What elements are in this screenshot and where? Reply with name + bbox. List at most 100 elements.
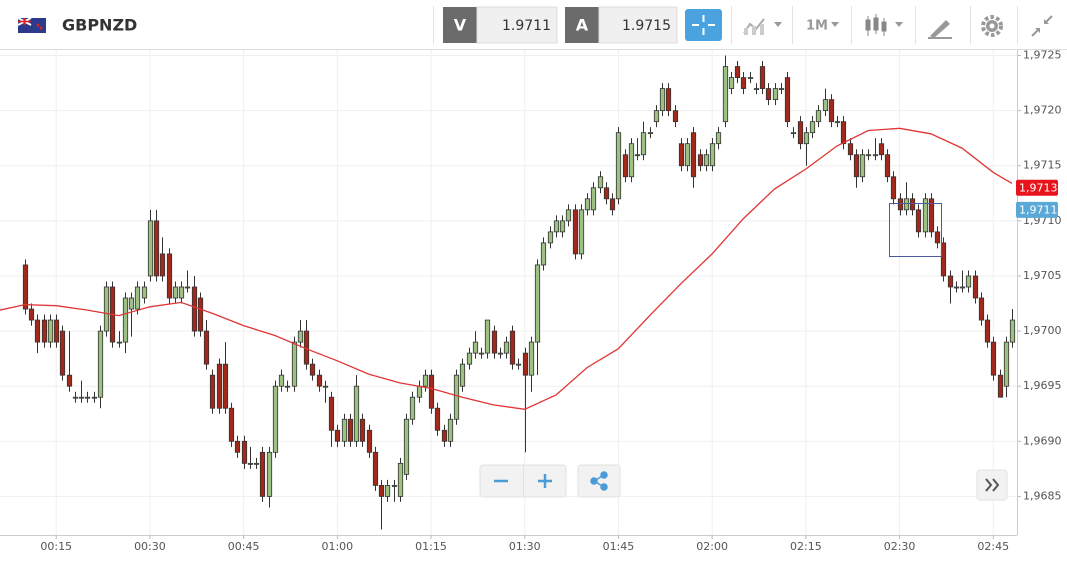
candle-body [959, 286, 966, 289]
candle-body [403, 418, 410, 475]
candle-body [72, 396, 79, 399]
candle-body [434, 407, 441, 431]
candle-body [447, 418, 454, 442]
x-tick-label: 02:30 [884, 540, 916, 553]
x-tick-label: 01:00 [321, 540, 353, 553]
share-button[interactable] [577, 464, 621, 498]
candle-body [378, 484, 385, 497]
draw-button[interactable] [928, 20, 952, 39]
candle-body [822, 99, 829, 112]
candle-body [384, 484, 391, 497]
candle-body [784, 77, 791, 123]
candle-body [353, 385, 360, 442]
candle-body [347, 418, 354, 442]
candle-body [59, 330, 66, 376]
candle-body [797, 121, 804, 145]
timeframe[interactable]: 1M [806, 19, 828, 34]
bid-box[interactable] [476, 6, 558, 44]
candle-body [259, 451, 266, 497]
symbol: GBPNZD [62, 16, 137, 35]
candle-body [965, 275, 972, 288]
candle-body [803, 132, 810, 145]
candle-body [840, 121, 847, 145]
candle-body [459, 363, 466, 387]
candle-body [91, 396, 98, 399]
candle-body [834, 121, 841, 124]
candle-body [284, 385, 291, 388]
candle-body [409, 396, 416, 420]
candle-body [559, 220, 566, 233]
candle-body [228, 407, 235, 442]
x-tick-label: 00:15 [40, 540, 72, 553]
candle-body [572, 209, 579, 255]
x-tick-label: 00:30 [134, 540, 166, 553]
candle-body [890, 176, 897, 200]
fullscreen-button[interactable] [1031, 15, 1053, 37]
candle-body [809, 121, 816, 134]
candle-body [703, 154, 710, 167]
x-tick-label: 02:45 [977, 540, 1009, 553]
candle-body [934, 231, 941, 244]
candle-body [672, 110, 679, 123]
candle-body [441, 429, 448, 442]
x-tick-label: 02:00 [696, 540, 728, 553]
indicator-button[interactable] [743, 18, 782, 35]
plot-area: 1,97251,97201,97151,97101,97051,97001,96… [0, 49, 1062, 553]
moving-average [0, 127, 1013, 410]
candle-body [253, 462, 260, 465]
candle-body [28, 308, 35, 321]
candle-body [153, 220, 160, 277]
candle-body [997, 374, 1004, 398]
candle-body [759, 66, 766, 89]
candle-body [428, 374, 435, 409]
candle-body [903, 198, 910, 211]
candle-body [472, 341, 479, 354]
candle-body [522, 352, 529, 376]
candle-body [928, 198, 935, 233]
candle-body [878, 143, 885, 156]
crosshair-button[interactable] [685, 9, 722, 41]
candle-body [722, 66, 729, 123]
selection-box [889, 203, 942, 257]
candle-body [740, 77, 747, 89]
candle-body [497, 352, 504, 355]
price-tag-label: 1,9711 [1019, 203, 1058, 216]
candle-body [191, 286, 198, 332]
y-tick-label: 1,9700 [1023, 324, 1062, 337]
settings-button[interactable] [981, 15, 1003, 37]
candle-body [234, 440, 241, 453]
candle-body [491, 330, 498, 354]
candle-body [528, 341, 535, 376]
chart-type-button[interactable] [865, 14, 903, 36]
y-tick-label: 1,9705 [1023, 269, 1062, 282]
ask-box[interactable] [598, 6, 678, 44]
y-tick-label: 1,9720 [1023, 104, 1062, 117]
candle-body [41, 319, 48, 343]
bid-price: 1.9711 [502, 18, 551, 34]
candle-body [197, 297, 204, 332]
candle-body [216, 363, 223, 409]
candle-body [659, 88, 666, 112]
candle-body [853, 154, 860, 178]
candle-body [715, 132, 722, 145]
candle-body [1009, 319, 1016, 343]
candle-body [247, 462, 254, 465]
candle-body [897, 198, 904, 211]
candle-body [53, 319, 60, 343]
candle-body [859, 154, 866, 178]
candle-body [397, 462, 404, 497]
zoom-in[interactable] [538, 474, 552, 488]
candle-body [166, 253, 173, 299]
candle-body [147, 220, 154, 277]
candle-body [509, 330, 516, 365]
candle-body [940, 242, 947, 277]
candle-body [709, 143, 716, 167]
candle-body [828, 99, 835, 123]
candle-body [184, 286, 191, 289]
candle-body [391, 484, 398, 487]
candle-body [584, 198, 591, 211]
x-tick-label: 01:30 [509, 540, 541, 553]
candle-body [647, 132, 654, 135]
candle-body [909, 198, 916, 211]
zoom-controls [479, 464, 1008, 501]
